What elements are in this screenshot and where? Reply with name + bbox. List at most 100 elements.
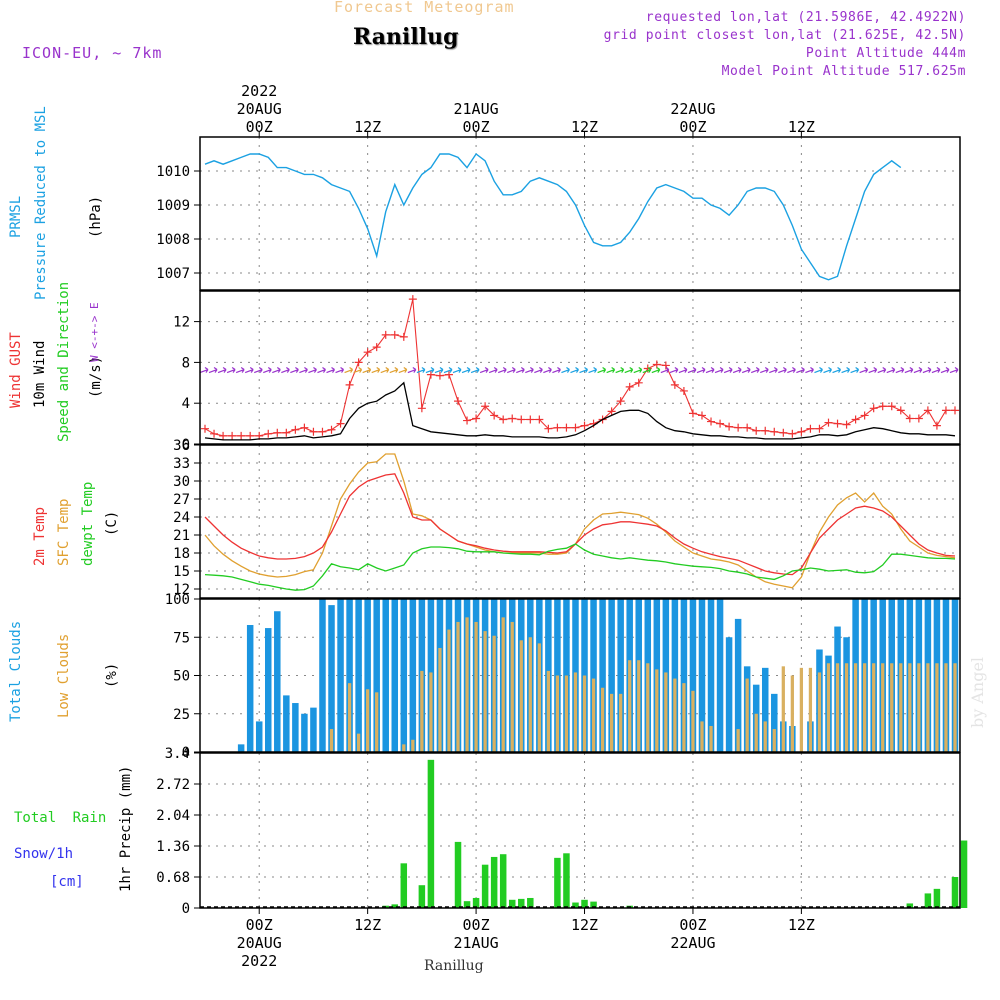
wind-direction-arrow [290, 367, 299, 374]
gust-point [426, 370, 435, 379]
low-cloud-bar [944, 663, 948, 752]
total-cloud-bar [698, 599, 706, 752]
total-cloud-bar [355, 599, 362, 752]
gust-point [318, 427, 327, 436]
wind-direction-arrow [723, 367, 733, 374]
wind-direction-arrow [452, 367, 462, 374]
gust-point [905, 414, 914, 423]
y-tick-label: 1009 [156, 198, 190, 214]
gust-point [842, 420, 851, 429]
low-cloud-bar [366, 689, 370, 752]
low-cloud-bar [591, 678, 596, 752]
low-cloud-bar [736, 729, 740, 752]
low-cloud-bar [772, 729, 776, 752]
low-cloud-bar [908, 663, 912, 752]
wind-direction-arrow [642, 367, 652, 374]
wind-direction-arrow [760, 367, 769, 374]
low-cloud-bar [853, 663, 858, 752]
wind-direction-arrow [353, 367, 363, 374]
gust-point [833, 419, 842, 428]
gust-point [472, 414, 481, 423]
wind-direction-arrow [750, 367, 760, 374]
time-label-bottom: 00Z [679, 916, 706, 934]
gust-point [372, 343, 381, 352]
low-cloud-bar [564, 675, 569, 752]
gust-point [345, 380, 354, 389]
wind-direction-arrow [832, 367, 842, 374]
wind-direction-arrow [199, 367, 209, 374]
low-cloud-bar [926, 663, 930, 752]
low-cloud-bar [935, 663, 939, 752]
rain-bar [951, 877, 959, 908]
gust-point [914, 414, 923, 423]
gust-point [490, 411, 499, 420]
wind-direction-arrow [904, 367, 914, 374]
low-cloud-bar [501, 617, 505, 752]
gust-point [300, 423, 309, 432]
total-cloud-bar [761, 667, 769, 752]
meteogram-top-title: Forecast Meteogram [334, 0, 515, 16]
gust-point [444, 370, 453, 379]
y-tick-label: 1.36 [156, 839, 190, 855]
wind-direction-arrow [525, 367, 534, 374]
gust-point [743, 423, 752, 432]
rain-bar [527, 897, 534, 908]
low-cloud-bar [700, 721, 704, 752]
gust-point [399, 332, 408, 341]
low-cloud-bar [411, 739, 415, 752]
gust-point [282, 428, 291, 437]
gust-point [625, 382, 634, 391]
time-label-top: 12Z [571, 118, 598, 136]
gust-point [707, 417, 716, 426]
total-cloud-bar [590, 599, 597, 752]
rain-bar [499, 854, 507, 908]
wind-direction-arrow [479, 367, 489, 374]
low-cloud-bar [438, 647, 442, 752]
wind-direction-arrow [579, 367, 589, 374]
y-tick-label: 15 [173, 564, 190, 580]
low-cloud-bar [347, 683, 352, 752]
low-cloud-bar [492, 635, 496, 752]
y-tick-label: 1008 [156, 232, 190, 248]
gust-point [932, 421, 941, 430]
total-cloud-bar [391, 599, 399, 752]
dewpoint-line [204, 543, 956, 591]
rain-bar [554, 857, 561, 908]
gust-point [363, 348, 372, 357]
total-cloud-bar [337, 599, 344, 752]
y-tick-label: 1010 [156, 164, 190, 180]
panel-frame [199, 752, 961, 909]
panel-frame [199, 444, 961, 599]
y-tick-label: 25 [173, 707, 190, 723]
low-cloud-bar [420, 670, 424, 752]
time-label-bottom: 21AUG [454, 934, 499, 952]
y-tick-label: 18 [173, 546, 190, 562]
wind-direction-arrow [787, 367, 796, 374]
low-cloud-bar [465, 617, 469, 752]
gust-point [354, 358, 363, 367]
low-cloud-bar [863, 663, 867, 752]
gust-point [797, 427, 806, 436]
time-label-bottom: 2022 [241, 952, 277, 970]
rain-bar [463, 901, 471, 908]
gust-point [652, 360, 661, 369]
low-cloud-bar [872, 663, 876, 752]
y-tick-label: 8 [182, 355, 190, 371]
gust-point [734, 423, 743, 432]
low-cloud-bar [790, 675, 794, 752]
wind-direction-arrow [470, 367, 480, 374]
gust-point [526, 415, 535, 424]
wind-direction-arrow [317, 367, 326, 374]
wind-direction-arrow [588, 367, 598, 374]
time-label-bottom: 12Z [354, 916, 381, 934]
low-cloud-bar [655, 669, 659, 752]
wind-direction-arrow [461, 367, 471, 374]
wind-direction-arrow [868, 367, 878, 374]
low-cloud-bar [582, 675, 587, 752]
wind-direction-arrow [299, 367, 308, 374]
gust-point [499, 415, 508, 424]
wind-direction-arrow [570, 367, 579, 374]
rain-bar [427, 759, 435, 908]
wind-direction-arrow [425, 367, 435, 374]
rain-bar [391, 904, 399, 908]
